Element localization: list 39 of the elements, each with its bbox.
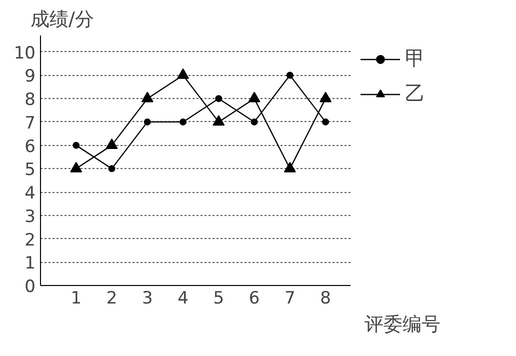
legend-label: 甲 [405, 45, 425, 72]
point [177, 68, 190, 79]
point [144, 118, 151, 126]
point [248, 92, 260, 102]
y-tick-label: 3 [24, 206, 36, 227]
y-tick-label: 9 [24, 66, 36, 87]
y-tick-label: 6 [24, 136, 36, 157]
point [108, 165, 116, 172]
y-tick-label: 10 [14, 43, 36, 64]
point [320, 92, 332, 102]
x-axis-title: 评委编号 [364, 314, 440, 336]
y-tick-label: 4 [24, 184, 36, 204]
y-tick-label: 0 [24, 277, 36, 297]
point [70, 162, 82, 172]
point [72, 142, 80, 149]
x-tick-label: 5 [213, 288, 224, 308]
point [106, 138, 118, 149]
x-tick-label: 3 [142, 288, 153, 308]
x-tick-label: 7 [284, 288, 296, 308]
x-tick-label: 6 [248, 288, 260, 308]
point [250, 118, 258, 126]
y-tick-label: 8 [24, 90, 36, 110]
y-tick-label: 7 [24, 113, 36, 134]
point [180, 118, 187, 126]
x-tick-label: 8 [320, 288, 331, 308]
x-tick-label: 2 [106, 288, 118, 308]
legend-label: 乙 [405, 80, 425, 107]
x-tick-label: 1 [70, 288, 82, 308]
x-tick-label: 4 [178, 288, 188, 308]
y-tick-label: 1 [24, 254, 36, 274]
point [141, 92, 154, 102]
y-axis-title: 成绩/分 [30, 8, 94, 30]
point [212, 115, 225, 126]
point [284, 162, 296, 172]
point [322, 118, 330, 126]
point [215, 95, 222, 102]
point [286, 72, 294, 79]
y-tick-label: 2 [24, 230, 36, 250]
y-tick-label: 5 [24, 160, 36, 180]
